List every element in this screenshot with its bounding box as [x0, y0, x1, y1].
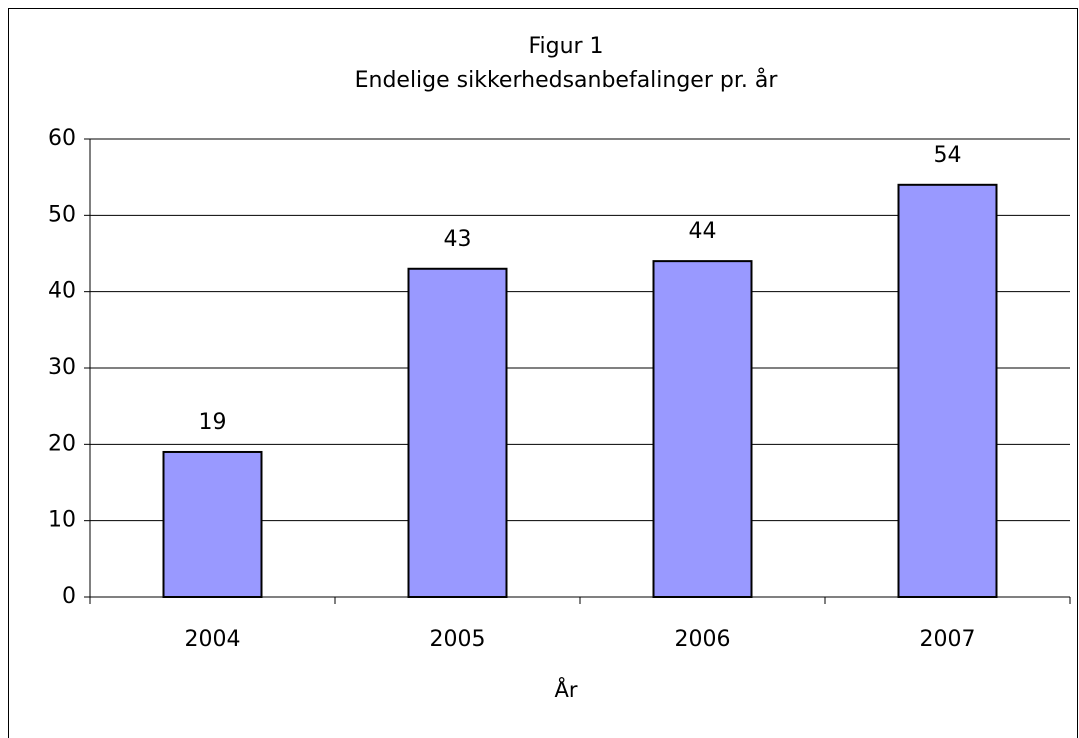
y-tick-label: 60 — [48, 126, 76, 151]
data-label: 43 — [444, 227, 472, 252]
x-tick-label: 2005 — [430, 627, 486, 652]
y-tick-label: 10 — [48, 508, 76, 533]
x-tick-label: 2007 — [920, 627, 976, 652]
x-axis-label: År — [555, 676, 578, 702]
y-tick-label: 20 — [48, 431, 76, 456]
bar — [162, 450, 263, 599]
chart-title: Figur 1 — [528, 34, 603, 59]
y-tick-label: 30 — [48, 355, 76, 380]
chart-subtitle: Endelige sikkerhedsanbefalinger pr. år — [355, 67, 779, 93]
data-label: 44 — [689, 219, 717, 244]
data-label: 19 — [199, 410, 227, 435]
bar — [652, 260, 753, 598]
y-tick-label: 50 — [48, 202, 76, 227]
x-tick-label: 2004 — [185, 627, 241, 652]
y-tick-label: 40 — [48, 279, 76, 304]
data-label: 54 — [934, 143, 962, 168]
bar — [407, 267, 508, 598]
y-tick-label: 0 — [62, 584, 76, 609]
x-tick-label: 2006 — [675, 627, 731, 652]
bar — [897, 183, 998, 599]
